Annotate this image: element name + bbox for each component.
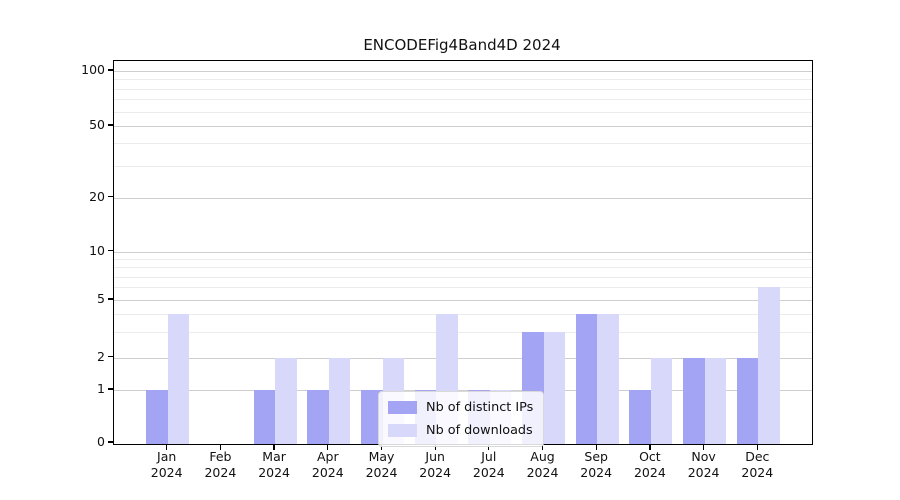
bar-aug-2024-series1	[543, 332, 565, 444]
bar-oct-2024-series1	[650, 357, 673, 444]
gridline-y-3	[114, 332, 812, 334]
x-tick-mark-nov-2024	[702, 444, 705, 450]
gridline-y-50	[114, 126, 812, 127]
legend-label-downloads: Nb of downloads	[426, 422, 533, 438]
bar-oct-2024-series0	[629, 390, 651, 444]
y-tick-mark-20	[108, 195, 113, 198]
x-tick-label-jun-2024: Jun 2024	[419, 449, 452, 480]
gridline-y-5	[114, 300, 812, 301]
chart-title: ENCODEFig4Band4D 2024	[363, 36, 561, 54]
x-tick-label-sep-2024: Sep 2024	[580, 449, 613, 480]
x-tick-mark-jul-2024	[488, 444, 490, 450]
legend-label-distinct-ips: Nb of distinct IPs	[426, 399, 534, 415]
gridline-y-90	[114, 79, 812, 81]
bar-mar-2024-series0	[253, 390, 276, 444]
gridline-y-9	[114, 258, 812, 260]
y-tick-label-5: 5	[97, 291, 105, 306]
x-tick-label-apr-2024: Apr 2024	[311, 449, 344, 480]
y-tick-mark-1	[108, 388, 113, 390]
legend-swatch-distinct-ips	[388, 400, 417, 414]
legend-swatch-downloads	[388, 423, 417, 437]
bar-mar-2024-series1	[275, 357, 297, 444]
legend-item-distinct-ips: Nb of distinct IPs	[388, 398, 533, 416]
x-tick-mark-jan-2024	[166, 444, 168, 450]
bar-nov-2024-series1	[704, 357, 727, 444]
y-tick-label-10: 10	[89, 242, 105, 258]
gridline-y-30	[114, 165, 812, 167]
x-tick-label-mar-2024: Mar 2024	[258, 449, 290, 480]
x-tick-label-may-2024: May 2024	[365, 449, 398, 480]
x-tick-label-jan-2024: Jan 2024	[150, 449, 183, 480]
x-tick-label-jul-2024: Jul 2024	[472, 449, 505, 480]
y-tick-label-50: 50	[89, 117, 105, 132]
y-tick-label-2: 2	[97, 348, 105, 364]
gridline-y-80	[114, 88, 812, 90]
bar-dec-2024-series0	[736, 357, 759, 444]
y-tick-mark-50	[108, 124, 113, 126]
bar-sep-2024-series1	[597, 314, 619, 444]
gridline-y-40	[114, 143, 812, 145]
x-tick-label-dec-2024: Dec 2024	[741, 449, 774, 480]
gridline-y-6	[114, 287, 812, 289]
y-tick-mark-2	[108, 355, 113, 358]
bar-apr-2024-series1	[328, 357, 351, 444]
x-tick-label-aug-2024: Aug 2024	[526, 449, 559, 480]
gridline-y-1	[114, 390, 812, 391]
x-tick-mark-dec-2024	[756, 444, 758, 450]
x-tick-label-oct-2024: Oct 2024	[633, 449, 666, 480]
y-tick-mark-10	[108, 249, 113, 252]
bar-sep-2024-series0	[575, 314, 598, 444]
x-tick-mark-may-2024	[380, 444, 383, 450]
bar-dec-2024-series1	[758, 287, 780, 444]
x-tick-label-nov-2024: Nov 2024	[687, 449, 720, 480]
y-tick-mark-100	[108, 69, 113, 71]
x-tick-mark-sep-2024	[595, 444, 597, 450]
x-tick-mark-aug-2024	[541, 444, 544, 450]
bar-apr-2024-series0	[307, 390, 329, 444]
y-tick-label-0: 0	[97, 434, 105, 449]
bar-jan-2024-series0	[146, 390, 168, 444]
y-tick-label-20: 20	[89, 188, 105, 204]
x-tick-mark-jun-2024	[434, 444, 436, 450]
x-tick-mark-apr-2024	[327, 444, 329, 450]
y-tick-mark-5	[108, 298, 113, 300]
gridline-y-100	[114, 71, 812, 72]
gridline-y-7	[114, 276, 812, 278]
x-tick-label-feb-2024: Feb 2024	[204, 449, 237, 480]
y-tick-mark-0	[108, 441, 113, 443]
gridline-y-20	[114, 197, 812, 199]
x-tick-mark-feb-2024	[219, 444, 222, 450]
bar-may-2024-series0	[361, 390, 383, 444]
gridline-y-10	[114, 251, 812, 253]
bar-jan-2024-series1	[167, 314, 190, 444]
gridline-y-4	[114, 314, 812, 315]
gridline-y-70	[114, 99, 812, 101]
y-tick-label-1: 1	[97, 381, 105, 396]
x-tick-mark-oct-2024	[649, 444, 651, 450]
legend: Nb of distinct IPs Nb of downloads	[378, 391, 545, 447]
plot-area	[113, 60, 813, 445]
legend-item-downloads: Nb of downloads	[388, 421, 533, 439]
y-tick-label-100: 100	[81, 62, 105, 77]
x-tick-mark-mar-2024	[273, 444, 275, 450]
bar-nov-2024-series0	[683, 357, 705, 444]
gridline-y-2	[114, 357, 812, 359]
gridline-y-60	[114, 111, 812, 113]
gridline-y-8	[114, 267, 812, 269]
